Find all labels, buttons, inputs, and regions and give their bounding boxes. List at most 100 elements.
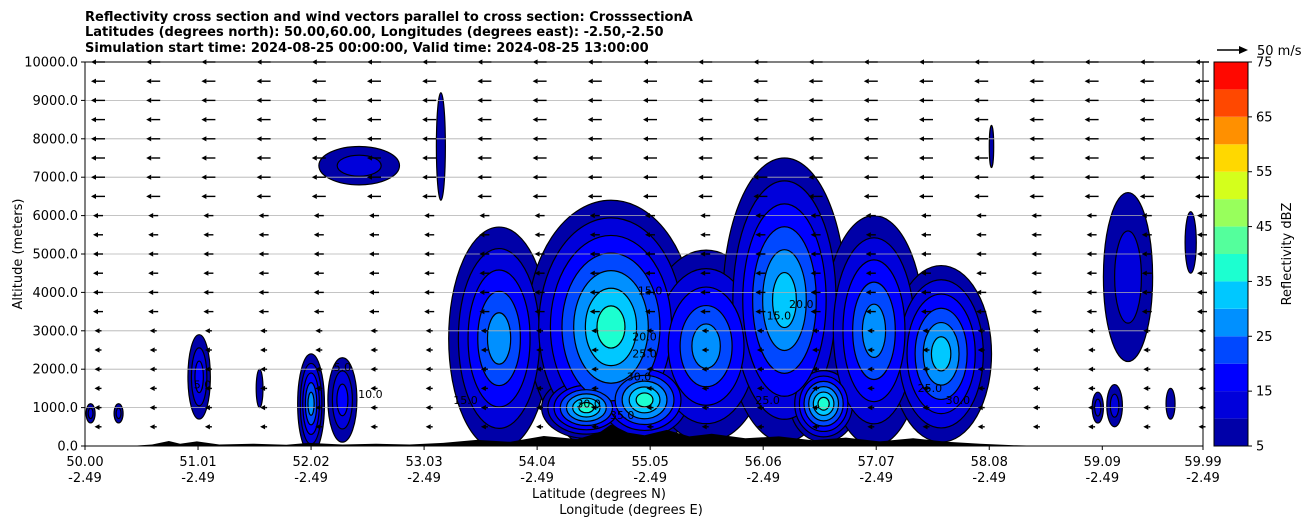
wind-vector-arrow-icon [701, 347, 709, 353]
wind-vector-head [422, 78, 428, 84]
wind-vector-arrow-icon [94, 424, 102, 430]
wind-vector-head [1029, 174, 1035, 180]
wind-vector-head [313, 251, 319, 257]
wind-vector-arrow-icon [203, 270, 214, 276]
wind-vector-arrow-icon [919, 174, 933, 180]
echo-contour-level-25 [307, 391, 315, 416]
wind-vector-arrow-icon [367, 97, 381, 103]
wind-vector-arrow-icon [256, 97, 271, 103]
wind-vector-arrow-icon [698, 97, 713, 103]
contour-label: 30.0 [946, 394, 971, 407]
wind-vector-head [311, 155, 317, 161]
wind-vector-head [977, 385, 983, 391]
wind-vector-arrow-icon [256, 78, 271, 84]
wind-vector-arrow-icon [589, 270, 600, 276]
wind-vector-arrow-icon [977, 366, 985, 372]
wind-vector-head [425, 347, 431, 353]
wind-vector-head [1088, 405, 1094, 411]
wind-vector-arrow-icon [315, 328, 323, 334]
wind-vector-head [812, 385, 818, 391]
wind-vector-head [201, 136, 207, 142]
wind-vector-head [367, 78, 372, 84]
wind-vector-head [146, 174, 152, 180]
x-tick-label-longitude: -2.49 [1186, 471, 1220, 486]
wind-vector-arrow-icon [863, 78, 878, 84]
wind-vector-arrow-icon [753, 155, 768, 161]
wind-vector-arrow-icon [1029, 136, 1044, 142]
wind-vector-arrow-icon [1031, 213, 1042, 219]
x-tick-label-longitude: -2.49 [68, 471, 102, 486]
wind-vector-head [148, 251, 154, 257]
wind-vector-arrow-icon [91, 155, 105, 161]
wind-vector-head [1032, 385, 1038, 391]
wind-vector-arrow-icon [424, 232, 435, 238]
wind-vector-arrow-icon [534, 232, 545, 238]
wind-vector-head [1084, 97, 1090, 103]
echo-contour-level-30 [771, 271, 797, 329]
wind-vector-arrow-icon [921, 251, 931, 257]
x-tick-label-latitude: 56.06 [745, 455, 782, 470]
wind-vector-arrow-icon [369, 309, 379, 315]
wind-vector-arrow-icon [643, 97, 657, 103]
wind-vector-arrow-icon [256, 155, 271, 161]
wind-vector-head [646, 347, 652, 353]
wind-vector-head [1088, 347, 1094, 353]
colorbar-tick-label: 5 [1256, 440, 1264, 455]
wind-vector-head [700, 251, 706, 257]
colorbar-swatch-50 [1214, 171, 1248, 200]
wind-vector-head [863, 174, 869, 180]
wind-vector-head [315, 385, 321, 391]
wind-vector-head [534, 251, 540, 257]
echo-contour-level-25 [486, 312, 512, 365]
wind-vector-head [1143, 424, 1149, 430]
wind-vector-head [536, 328, 542, 334]
wind-vector-arrow-icon [204, 328, 212, 334]
wind-vector-arrow-icon [311, 174, 326, 180]
wind-vector-arrow-icon [977, 405, 985, 411]
wind-vector-head [919, 193, 924, 199]
wind-vector-head [976, 270, 982, 276]
wind-vector-head [424, 232, 430, 238]
wind-vector-arrow-icon [1032, 424, 1040, 430]
wind-vector-head [422, 174, 428, 180]
wind-vector-arrow-icon [311, 78, 326, 84]
wind-vector-arrow-icon [755, 289, 766, 295]
y-tick-label: 7000.0 [33, 171, 79, 186]
colorbar-swatch-5 [1214, 418, 1248, 446]
wind-vector-head [1031, 232, 1037, 238]
wind-vector-head [424, 309, 430, 315]
wind-vector-arrow-icon [311, 136, 326, 142]
wind-vector-head [976, 309, 982, 315]
wind-vector-head [315, 328, 321, 334]
wind-vector-arrow-icon [700, 270, 711, 276]
wind-vector-head [863, 155, 869, 161]
wind-vector-head [753, 155, 759, 161]
wind-vector-arrow-icon [922, 405, 930, 411]
contour-label: 20.0 [789, 298, 814, 311]
wind-vector-head [370, 328, 376, 334]
wind-vector-arrow-icon [204, 385, 212, 391]
wind-vector-arrow-icon [93, 309, 103, 315]
wind-vector-arrow-icon [921, 289, 931, 295]
wind-vector-head [919, 136, 924, 142]
wind-vector-arrow-icon [974, 155, 989, 161]
wind-vector-head [93, 213, 98, 219]
wind-vector-arrow-icon [755, 213, 766, 219]
wind-vector-head [645, 309, 650, 315]
wind-vector-head [755, 232, 761, 238]
wind-vector-head [589, 270, 595, 276]
wind-vector-arrow-icon [315, 385, 323, 391]
wind-vector-head [203, 251, 209, 257]
wind-vector-head [534, 270, 540, 276]
wind-vector-head [919, 174, 924, 180]
wind-vector-head [808, 117, 814, 123]
colorbar-tick-label: 35 [1256, 275, 1273, 290]
wind-vector-head [477, 193, 483, 199]
wind-vector-head [812, 405, 818, 411]
echo-contour-level-30 [930, 336, 952, 372]
wind-vector-arrow-icon [591, 366, 599, 372]
wind-vector-head [1195, 117, 1200, 123]
wind-vector-head [591, 347, 597, 353]
wind-vector-arrow-icon [534, 309, 545, 315]
wind-vector-arrow-icon [1195, 193, 1209, 199]
